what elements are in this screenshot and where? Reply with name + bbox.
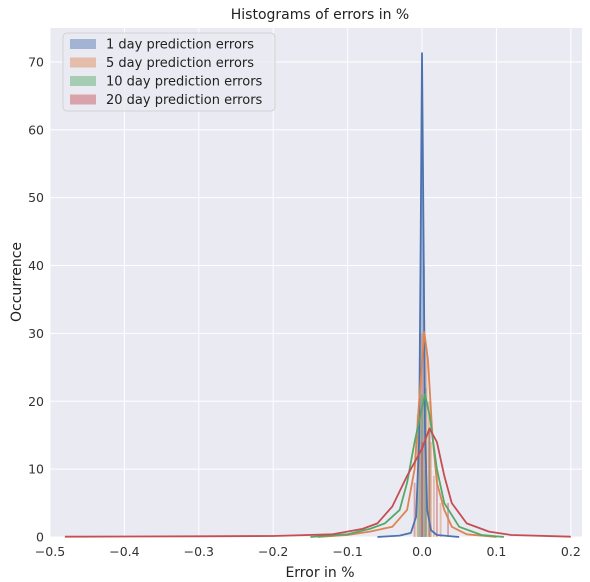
x-tick-label: −0.2 bbox=[258, 544, 288, 559]
x-axis-label: Error in % bbox=[285, 565, 354, 581]
x-tick-label: 0.2 bbox=[561, 544, 581, 559]
y-tick-label: 30 bbox=[28, 326, 44, 341]
chart-title: Histograms of errors in % bbox=[231, 7, 409, 23]
histogram-bar-4 bbox=[413, 482, 416, 537]
x-tick-label: −0.4 bbox=[109, 544, 139, 559]
histogram-bar-2 bbox=[425, 346, 428, 537]
x-axis-ticks: −0.5 −0.4 −0.3 −0.2 −0.1 0.0 0.1 0.2 bbox=[35, 544, 581, 559]
legend-swatch bbox=[70, 57, 96, 68]
y-axis-label: Occurrence bbox=[9, 242, 25, 322]
histogram-bar-4 bbox=[421, 441, 423, 537]
y-tick-label: 10 bbox=[28, 462, 44, 477]
kde-line-1 bbox=[377, 52, 460, 538]
histogram-bar-1 bbox=[424, 469, 427, 537]
y-tick-label: 50 bbox=[28, 190, 44, 205]
kde-line-4 bbox=[64, 427, 571, 538]
x-tick-label: 0.0 bbox=[412, 544, 432, 559]
density-lines bbox=[64, 52, 571, 538]
legend-label: 1 day prediction errors bbox=[106, 38, 254, 53]
legend-label: 5 day prediction errors bbox=[106, 56, 254, 71]
y-tick-label: 0 bbox=[36, 530, 44, 545]
y-tick-label: 70 bbox=[28, 54, 44, 69]
legend-label: 20 day prediction errors bbox=[106, 93, 263, 108]
y-tick-label: 60 bbox=[28, 122, 44, 137]
legend: 1 day prediction errors 5 day prediction … bbox=[62, 32, 276, 112]
histogram-bar-4 bbox=[435, 469, 438, 537]
kde-line-2 bbox=[317, 331, 497, 538]
histogram-bar-2 bbox=[430, 441, 432, 537]
histogram-bar-4 bbox=[428, 428, 431, 537]
histogram-bar-2 bbox=[439, 503, 442, 537]
histogram-bar-2 bbox=[433, 475, 435, 537]
kde-line-3 bbox=[310, 393, 504, 538]
histogram-bar-1 bbox=[419, 333, 422, 537]
x-tick-label: −0.1 bbox=[332, 544, 362, 559]
histogram-bar-1 bbox=[421, 129, 423, 538]
y-tick-label: 40 bbox=[28, 258, 44, 273]
histogram-bar-2 bbox=[418, 387, 421, 537]
x-tick-label: −0.5 bbox=[35, 544, 65, 559]
legend-swatch bbox=[70, 94, 96, 105]
legend-swatch bbox=[70, 39, 96, 49]
x-tick-label: 0.1 bbox=[486, 544, 506, 559]
histogram-bar-2 bbox=[421, 333, 423, 537]
legend-frame bbox=[62, 32, 276, 112]
plot-area bbox=[50, 28, 582, 537]
histogram-bar-3 bbox=[421, 394, 423, 537]
legend-label: 10 day prediction errors bbox=[106, 75, 263, 90]
x-tick-label: −0.3 bbox=[184, 544, 214, 559]
histogram-bar-3 bbox=[417, 435, 420, 537]
y-axis-ticks: 0 10 20 30 40 50 60 70 bbox=[28, 54, 44, 544]
y-tick-label: 20 bbox=[28, 394, 44, 409]
legend-swatch bbox=[70, 76, 96, 86]
histogram-bar-3 bbox=[428, 428, 431, 537]
histogram-bar-2 bbox=[427, 401, 430, 537]
